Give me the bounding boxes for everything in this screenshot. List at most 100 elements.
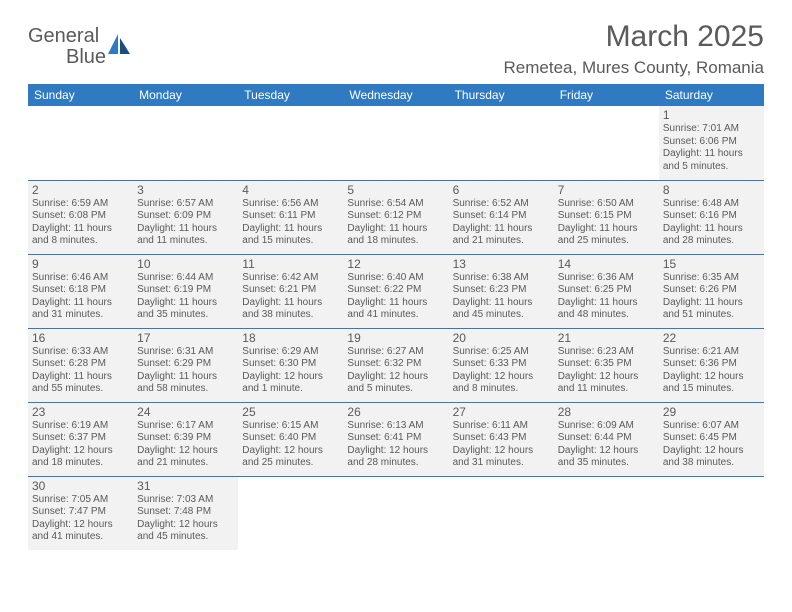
sunrise-text: Sunrise: 6:38 AM xyxy=(453,272,550,285)
calendar-day: 22Sunrise: 6:21 AMSunset: 6:36 PMDayligh… xyxy=(659,328,764,402)
daylight-text: Daylight: 12 hours and 11 minutes. xyxy=(558,371,655,396)
calendar-empty xyxy=(554,476,659,550)
calendar-table: SundayMondayTuesdayWednesdayThursdayFrid… xyxy=(28,84,764,550)
sunset-text: Sunset: 7:47 PM xyxy=(32,506,129,519)
day-number: 13 xyxy=(453,257,550,271)
daylight-text: Daylight: 12 hours and 35 minutes. xyxy=(558,445,655,470)
sunset-text: Sunset: 6:28 PM xyxy=(32,358,129,371)
sunset-text: Sunset: 6:18 PM xyxy=(32,284,129,297)
daylight-text: Daylight: 11 hours and 21 minutes. xyxy=(453,223,550,248)
calendar-day: 15Sunrise: 6:35 AMSunset: 6:26 PMDayligh… xyxy=(659,254,764,328)
sunrise-text: Sunrise: 6:23 AM xyxy=(558,346,655,359)
sunrise-text: Sunrise: 6:09 AM xyxy=(558,420,655,433)
calendar-day: 28Sunrise: 6:09 AMSunset: 6:44 PMDayligh… xyxy=(554,402,659,476)
sunrise-text: Sunrise: 6:21 AM xyxy=(663,346,760,359)
daylight-text: Daylight: 11 hours and 38 minutes. xyxy=(242,297,339,322)
calendar-day: 4Sunrise: 6:56 AMSunset: 6:11 PMDaylight… xyxy=(238,180,343,254)
calendar-day: 7Sunrise: 6:50 AMSunset: 6:15 PMDaylight… xyxy=(554,180,659,254)
sunset-text: Sunset: 6:44 PM xyxy=(558,432,655,445)
sunset-text: Sunset: 6:43 PM xyxy=(453,432,550,445)
month-title: March 2025 xyxy=(504,20,764,54)
calendar-page: General Blue March 2025 Remetea, Mures C… xyxy=(0,0,792,570)
sunrise-text: Sunrise: 6:33 AM xyxy=(32,346,129,359)
daylight-text: Daylight: 12 hours and 21 minutes. xyxy=(137,445,234,470)
sunset-text: Sunset: 6:21 PM xyxy=(242,284,339,297)
sunrise-text: Sunrise: 6:13 AM xyxy=(347,420,444,433)
weekday-header: Saturday xyxy=(659,84,764,106)
day-number: 25 xyxy=(242,405,339,419)
sunset-text: Sunset: 6:37 PM xyxy=(32,432,129,445)
daylight-text: Daylight: 11 hours and 41 minutes. xyxy=(347,297,444,322)
weekday-header: Sunday xyxy=(28,84,133,106)
calendar-day: 29Sunrise: 6:07 AMSunset: 6:45 PMDayligh… xyxy=(659,402,764,476)
calendar-day: 27Sunrise: 6:11 AMSunset: 6:43 PMDayligh… xyxy=(449,402,554,476)
calendar-empty xyxy=(133,106,238,180)
daylight-text: Daylight: 12 hours and 1 minute. xyxy=(242,371,339,396)
day-number: 21 xyxy=(558,331,655,345)
daylight-text: Daylight: 12 hours and 41 minutes. xyxy=(32,519,129,544)
daylight-text: Daylight: 12 hours and 45 minutes. xyxy=(137,519,234,544)
sunset-text: Sunset: 6:19 PM xyxy=(137,284,234,297)
sunset-text: Sunset: 6:25 PM xyxy=(558,284,655,297)
day-number: 28 xyxy=(558,405,655,419)
logo-main: General xyxy=(28,25,99,47)
day-number: 3 xyxy=(137,183,234,197)
weekday-header: Tuesday xyxy=(238,84,343,106)
day-number: 22 xyxy=(663,331,760,345)
day-number: 17 xyxy=(137,331,234,345)
day-number: 23 xyxy=(32,405,129,419)
calendar-day: 25Sunrise: 6:15 AMSunset: 6:40 PMDayligh… xyxy=(238,402,343,476)
calendar-day: 1Sunrise: 7:01 AMSunset: 6:06 PMDaylight… xyxy=(659,106,764,180)
day-number: 19 xyxy=(347,331,444,345)
sunset-text: Sunset: 6:23 PM xyxy=(453,284,550,297)
calendar-body: 1Sunrise: 7:01 AMSunset: 6:06 PMDaylight… xyxy=(28,106,764,550)
calendar-empty xyxy=(28,106,133,180)
sunrise-text: Sunrise: 6:54 AM xyxy=(347,198,444,211)
weekday-header: Wednesday xyxy=(343,84,448,106)
calendar-day: 11Sunrise: 6:42 AMSunset: 6:21 PMDayligh… xyxy=(238,254,343,328)
day-number: 30 xyxy=(32,479,129,493)
sunset-text: Sunset: 6:41 PM xyxy=(347,432,444,445)
calendar-day: 8Sunrise: 6:48 AMSunset: 6:16 PMDaylight… xyxy=(659,180,764,254)
calendar-week: 1Sunrise: 7:01 AMSunset: 6:06 PMDaylight… xyxy=(28,106,764,180)
weekday-header: Thursday xyxy=(449,84,554,106)
day-number: 31 xyxy=(137,479,234,493)
calendar-day: 23Sunrise: 6:19 AMSunset: 6:37 PMDayligh… xyxy=(28,402,133,476)
day-number: 5 xyxy=(347,183,444,197)
sunrise-text: Sunrise: 6:19 AM xyxy=(32,420,129,433)
day-number: 14 xyxy=(558,257,655,271)
day-number: 8 xyxy=(663,183,760,197)
weekday-header: Friday xyxy=(554,84,659,106)
logo-sail-icon xyxy=(106,32,132,63)
logo: General Blue xyxy=(28,20,132,68)
day-number: 4 xyxy=(242,183,339,197)
calendar-week: 23Sunrise: 6:19 AMSunset: 6:37 PMDayligh… xyxy=(28,402,764,476)
sunrise-text: Sunrise: 6:07 AM xyxy=(663,420,760,433)
daylight-text: Daylight: 11 hours and 48 minutes. xyxy=(558,297,655,322)
daylight-text: Daylight: 11 hours and 35 minutes. xyxy=(137,297,234,322)
calendar-week: 16Sunrise: 6:33 AMSunset: 6:28 PMDayligh… xyxy=(28,328,764,402)
sunrise-text: Sunrise: 6:17 AM xyxy=(137,420,234,433)
calendar-empty xyxy=(343,476,448,550)
sunrise-text: Sunrise: 7:01 AM xyxy=(663,123,760,136)
sunset-text: Sunset: 6:29 PM xyxy=(137,358,234,371)
logo-text-wrap: General Blue xyxy=(28,26,106,68)
location: Remetea, Mures County, Romania xyxy=(504,58,764,78)
sunrise-text: Sunrise: 6:50 AM xyxy=(558,198,655,211)
daylight-text: Daylight: 12 hours and 8 minutes. xyxy=(453,371,550,396)
calendar-day: 9Sunrise: 6:46 AMSunset: 6:18 PMDaylight… xyxy=(28,254,133,328)
daylight-text: Daylight: 12 hours and 31 minutes. xyxy=(453,445,550,470)
daylight-text: Daylight: 12 hours and 18 minutes. xyxy=(32,445,129,470)
day-number: 29 xyxy=(663,405,760,419)
sunset-text: Sunset: 6:22 PM xyxy=(347,284,444,297)
calendar-empty xyxy=(238,106,343,180)
sunset-text: Sunset: 6:15 PM xyxy=(558,210,655,223)
daylight-text: Daylight: 11 hours and 51 minutes. xyxy=(663,297,760,322)
sunrise-text: Sunrise: 6:42 AM xyxy=(242,272,339,285)
day-number: 12 xyxy=(347,257,444,271)
sunrise-text: Sunrise: 6:36 AM xyxy=(558,272,655,285)
sunset-text: Sunset: 7:48 PM xyxy=(137,506,234,519)
calendar-day: 10Sunrise: 6:44 AMSunset: 6:19 PMDayligh… xyxy=(133,254,238,328)
calendar-day: 16Sunrise: 6:33 AMSunset: 6:28 PMDayligh… xyxy=(28,328,133,402)
daylight-text: Daylight: 11 hours and 58 minutes. xyxy=(137,371,234,396)
